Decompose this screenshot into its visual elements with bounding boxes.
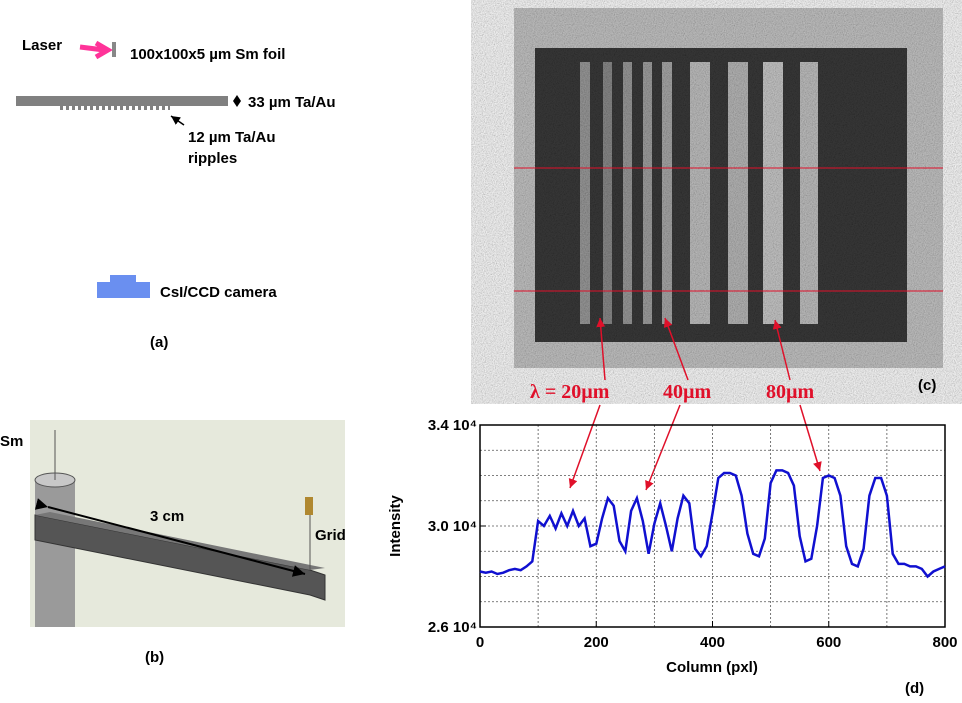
substrate — [16, 96, 228, 106]
radiograph — [514, 8, 943, 368]
substrate-label: 33 µm Ta/Au — [248, 94, 336, 111]
x-tick-label: 800 — [932, 634, 957, 651]
camera-label: CsI/CCD camera — [160, 284, 277, 301]
x-tick-label: 200 — [584, 634, 609, 651]
annotation: λ = 20µm — [530, 381, 610, 403]
thickness-mark — [233, 95, 241, 107]
x-tick-label: 0 — [476, 634, 484, 651]
post — [35, 480, 75, 627]
annotation: 40µm — [663, 381, 712, 403]
panel-label: (d) — [905, 680, 924, 697]
panel-label: (b) — [145, 649, 164, 666]
annotation-arrows — [568, 317, 822, 491]
data-line — [479, 469, 946, 579]
camera — [97, 275, 150, 298]
y-tick-label: 3.0 10⁴ — [428, 518, 477, 535]
distance-label: 3 cm — [150, 508, 184, 525]
source-label: Sm — [0, 433, 23, 450]
plot-frame — [479, 424, 946, 628]
grid-label: Grid — [315, 527, 346, 544]
y-axis-label: Intensity — [387, 495, 404, 557]
panel-label: (a) — [150, 334, 168, 351]
grid — [305, 497, 313, 515]
foil-label: 100x100x5 µm Sm foil — [130, 46, 285, 63]
y-tick-label: 3.4 10⁴ — [428, 417, 477, 434]
y-tick-label: 2.6 10⁴ — [428, 619, 477, 636]
panel-a: Laser 100x100x5 µm Sm foil 33 µm Ta/Au 1… — [16, 37, 336, 351]
x-axis-label: Column (pxl) — [666, 659, 758, 676]
chart: Intensity Column (pxl) (d) 0 200 400 600 800… — [387, 417, 958, 697]
panel-label: (c) — [918, 377, 936, 394]
ripple-label: ripples — [188, 150, 237, 167]
ripple-arrow — [170, 115, 185, 126]
ripple-label: 12 µm Ta/Au — [188, 129, 276, 146]
laser-label: Laser — [22, 37, 62, 54]
annotation: 80µm — [766, 381, 815, 403]
panel-c: (c) λ = 20µm 40µm 80µm — [514, 8, 943, 491]
foil — [112, 42, 116, 57]
distance-arrow — [34, 498, 306, 577]
x-tick-label: 600 — [816, 634, 841, 651]
x-tick-label: 400 — [700, 634, 725, 651]
panel-b: Sm 3 cm Grid (b) — [0, 420, 346, 666]
laser-arrow — [79, 40, 113, 60]
